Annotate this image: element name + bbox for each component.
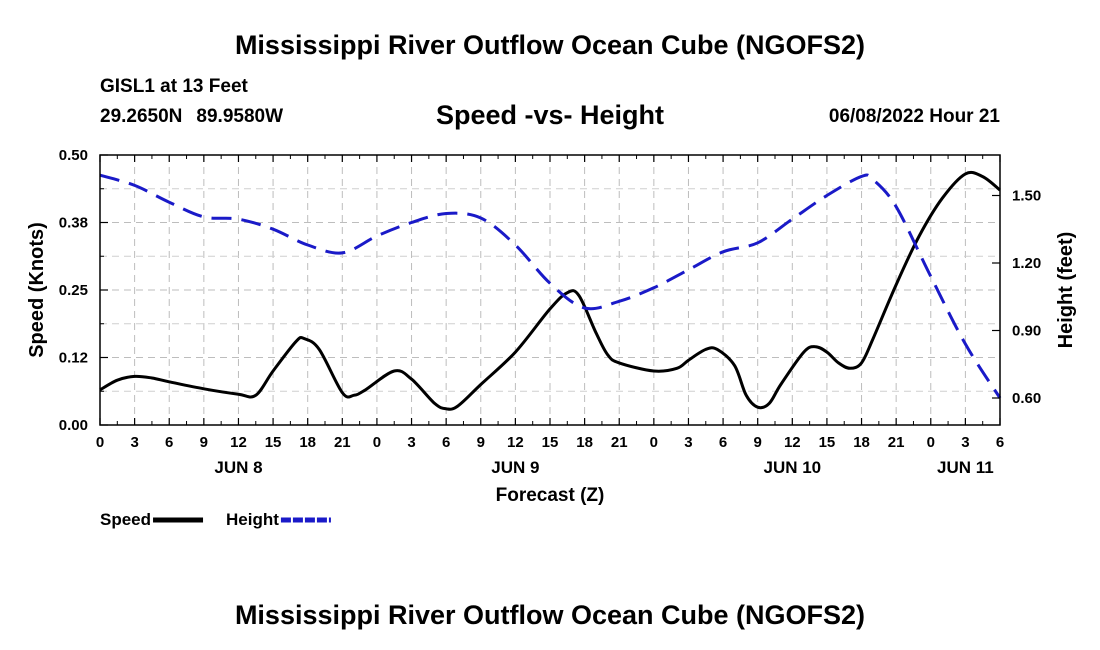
x-tick-label: 12 bbox=[230, 434, 247, 451]
y-right-tick-label: 1.50 bbox=[1012, 188, 1041, 205]
y-left-axis-title: Speed (Knots) bbox=[26, 222, 48, 358]
x-tick-label: 21 bbox=[888, 434, 905, 451]
axis-layer: 0 3 6 9 12 15 18 21 0 3 6 9 12 15 18 21 0 3 6 9 12 15 18 21 0 3 6 0… bbox=[26, 147, 1077, 506]
x-tick-label: 6 bbox=[442, 434, 450, 451]
x-tick-label: 9 bbox=[200, 434, 208, 451]
x-tick-label: 18 bbox=[299, 434, 316, 451]
x-tick-label: 3 bbox=[684, 434, 692, 451]
x-day-label: JUN 9 bbox=[491, 458, 539, 477]
y-left-tick-label: 0.38 bbox=[59, 215, 88, 232]
station-label: GISL1 at 13 Feet bbox=[100, 76, 248, 97]
x-tick-label: 15 bbox=[819, 434, 836, 451]
series-layer bbox=[99, 170, 1002, 411]
legend-label-height: Height bbox=[226, 510, 279, 529]
x-tick-label: 9 bbox=[477, 434, 485, 451]
y-left-tick-label: 0.12 bbox=[59, 350, 88, 367]
station-coordinates: 29.2650N 89.9580W bbox=[100, 106, 283, 128]
x-day-label: JUN 10 bbox=[763, 458, 821, 477]
x-tick-label: 3 bbox=[407, 434, 415, 451]
y-right-tick-label: 1.20 bbox=[1012, 255, 1041, 272]
y-left-tick-label: 0.00 bbox=[59, 417, 88, 434]
y-left-tick-label: 0.50 bbox=[59, 147, 88, 164]
longitude-label: 89.9580W bbox=[196, 106, 284, 127]
x-tick-label: 21 bbox=[334, 434, 351, 451]
x-tick-label: 18 bbox=[576, 434, 593, 451]
x-tick-label: 15 bbox=[542, 434, 559, 451]
grid-layer bbox=[100, 155, 1000, 425]
x-tick-label: 12 bbox=[784, 434, 801, 451]
x-tick-label: 21 bbox=[611, 434, 628, 451]
y-left-tick-label: 0.25 bbox=[59, 282, 88, 299]
forecast-timestamp: 06/08/2022 Hour 21 bbox=[828, 106, 1000, 127]
x-tick-label: 6 bbox=[165, 434, 173, 451]
x-tick-label: 3 bbox=[130, 434, 138, 451]
x-tick-label: 9 bbox=[754, 434, 762, 451]
height-series-line bbox=[99, 173, 1002, 399]
latitude-label: 29.2650N bbox=[100, 106, 183, 127]
legend: Speed Height bbox=[100, 510, 331, 529]
chart-main-title: Mississippi River Outflow Ocean Cube (NG… bbox=[234, 30, 866, 60]
legend-label-speed: Speed bbox=[100, 510, 151, 529]
x-tick-label: 3 bbox=[961, 434, 969, 451]
x-tick-label: 0 bbox=[96, 434, 104, 451]
x-tick-label: 15 bbox=[265, 434, 282, 451]
x-axis-title: Forecast (Z) bbox=[496, 485, 605, 506]
x-tick-label: 0 bbox=[373, 434, 381, 451]
chart-subtitle: Speed -vs- Height bbox=[435, 100, 665, 130]
speed-series-line bbox=[99, 170, 1001, 411]
x-day-label: JUN 11 bbox=[937, 458, 994, 477]
x-tick-label: 6 bbox=[996, 434, 1004, 451]
y-right-tick-label: 0.90 bbox=[1012, 323, 1041, 340]
x-day-label: JUN 8 bbox=[214, 458, 262, 477]
x-tick-label: 0 bbox=[927, 434, 935, 451]
chart-secondary-title: Mississippi River Outflow Ocean Cube (NG… bbox=[234, 600, 866, 630]
x-tick-label: 6 bbox=[719, 434, 727, 451]
x-tick-label: 12 bbox=[507, 434, 524, 451]
y-right-axis-title: Height (feet) bbox=[1055, 232, 1077, 349]
y-right-tick-label: 0.60 bbox=[1012, 390, 1041, 407]
x-tick-label: 0 bbox=[650, 434, 658, 451]
x-tick-label: 18 bbox=[853, 434, 870, 451]
